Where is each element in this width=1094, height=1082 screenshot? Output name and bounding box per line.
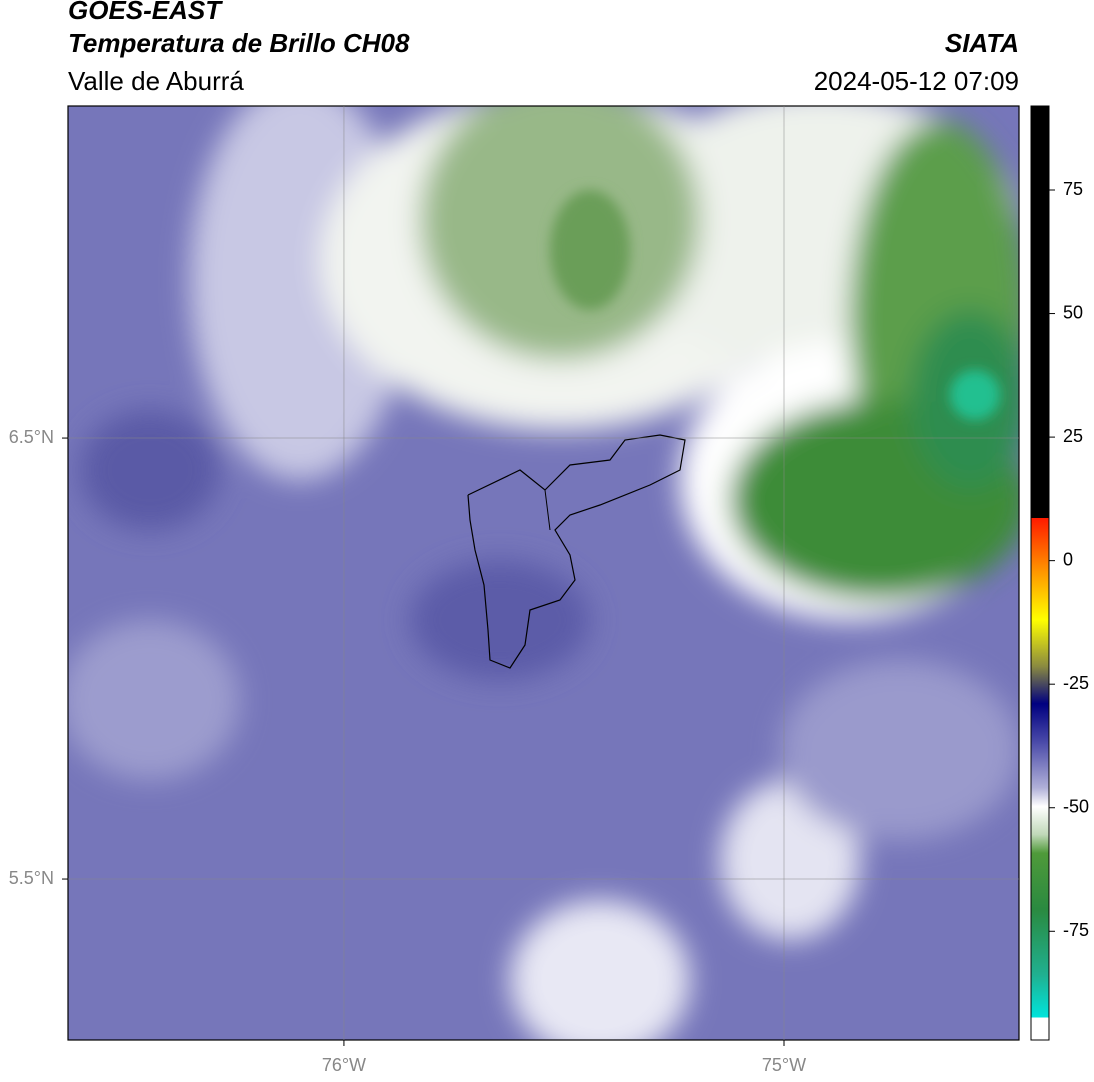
municipal-boundaries [467, 434, 686, 669]
colorbar-tick-label: -25 [1063, 673, 1089, 693]
colorbar-tick-label: 0 [1063, 549, 1073, 569]
lat-tick-label: 5.5°N [9, 868, 54, 888]
satellite-image [68, 106, 1019, 1040]
colorbar-tick-label: 25 [1063, 426, 1083, 446]
lat-tick-label: 6.5°N [9, 427, 54, 447]
map-frame [67, 105, 1020, 1041]
colorbar-tick-label: 75 [1063, 179, 1083, 199]
datetime: 2024-05-12 07:09 [814, 66, 1019, 96]
subtitle: Temperatura de Brillo CH08 [68, 28, 410, 58]
title: GOES-EAST [68, 0, 223, 25]
colorbar-tick-label: -75 [1063, 920, 1089, 940]
source: SIATA [945, 28, 1019, 58]
lon-tick-label: 75°W [762, 1055, 806, 1075]
region: Valle de Aburrá [68, 66, 244, 96]
colorbar-tick-label: -50 [1063, 796, 1089, 816]
lon-tick-label: 76°W [322, 1055, 366, 1075]
colorbar [1030, 105, 1050, 1041]
colorbar-tick-label: 50 [1063, 302, 1083, 322]
